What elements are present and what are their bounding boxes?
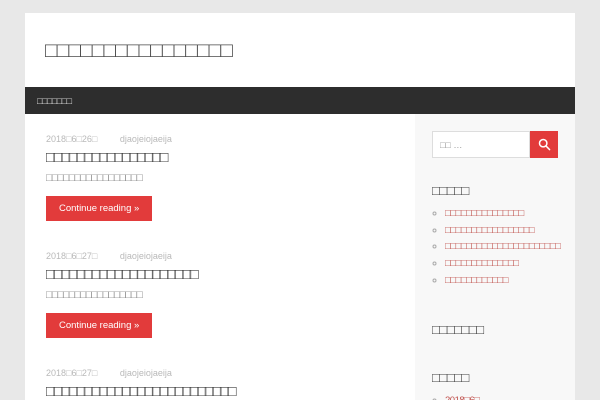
post-meta: 2018□6□27□ djaojeiojaeija bbox=[46, 368, 391, 378]
post-item: 2018□6□27□ djaojeiojaeija □□□□□□□□□□□□□□… bbox=[46, 251, 391, 338]
post-title-link[interactable]: □□□□□□□□□□□□□□□□ bbox=[46, 149, 168, 166]
post-author-link[interactable]: djaojeiojaeija bbox=[119, 250, 172, 261]
post-title-link[interactable]: □□□□□□□□□□□□□□□□□□□□□□□□□ bbox=[46, 382, 237, 400]
search-input[interactable] bbox=[432, 131, 530, 158]
post-meta: 2018□6□27□ djaojeiojaeija bbox=[46, 251, 391, 261]
site-title[interactable]: □□□□□□□□□□□□□□□□ bbox=[45, 39, 233, 62]
post-title-link[interactable]: □□□□□□□□□□□□□□□□□□□□ bbox=[46, 265, 199, 283]
continue-reading-button[interactable]: Continue reading » bbox=[46, 312, 153, 338]
page-container: □□□□□□□□□□□□□□□□ □□□□□□□ 2018□6□26□ djao… bbox=[25, 13, 575, 400]
archives-widget-title: □□□□□ bbox=[432, 369, 469, 385]
recent-comments-widget-title: □□□□□□□ bbox=[432, 321, 484, 337]
recent-post-link[interactable]: □□□□□□□□□□□□□□ bbox=[445, 257, 558, 272]
post-item: 2018□6□27□ djaojeiojaeija □□□□□□□□□□□□□□… bbox=[46, 368, 391, 400]
post-author-link[interactable]: djaojeiojaeija bbox=[119, 367, 172, 378]
recent-post-link[interactable]: □□□□□□□□□□□□□□□□□□□□□□ bbox=[445, 240, 561, 255]
recent-post-link[interactable]: □□□□□□□□□□□□□□□ bbox=[445, 207, 558, 222]
post-meta: 2018□6□26□ djaojeiojaeija bbox=[46, 134, 391, 144]
magnifier-icon bbox=[538, 138, 551, 151]
recent-post-link[interactable]: □□□□□□□□□□□□ bbox=[445, 274, 558, 289]
post-date: 2018□6□27□ bbox=[46, 367, 98, 378]
continue-reading-button[interactable]: Continue reading » bbox=[46, 195, 153, 221]
main-column: 2018□6□26□ djaojeiojaeija □□□□□□□□□□□□□□… bbox=[25, 114, 415, 400]
site-header: □□□□□□□□□□□□□□□□ bbox=[25, 13, 575, 87]
content-row: 2018□6□26□ djaojeiojaeija □□□□□□□□□□□□□□… bbox=[25, 114, 575, 400]
search-form bbox=[432, 131, 558, 158]
post-author-link[interactable]: djaojeiojaeija bbox=[119, 134, 172, 144]
post-date: 2018□6□27□ bbox=[46, 250, 98, 261]
main-nav: □□□□□□□ bbox=[25, 87, 575, 114]
post-date: 2018□6□26□ bbox=[46, 134, 98, 144]
archives-list: 2018□6□ bbox=[432, 394, 558, 400]
search-button[interactable] bbox=[530, 131, 558, 158]
post-item: 2018□6□26□ djaojeiojaeija □□□□□□□□□□□□□□… bbox=[46, 134, 391, 221]
recent-post-link[interactable]: □□□□□□□□□□□□□□□□□ bbox=[445, 224, 558, 239]
nav-item-sample-page[interactable]: □□□□□□□ bbox=[37, 95, 72, 106]
recent-posts-widget-title: □□□□□ bbox=[432, 183, 469, 198]
post-excerpt: □□□□□□□□□□□□□□□□□ bbox=[46, 171, 143, 184]
recent-posts-list: □□□□□□□□□□□□□□□ □□□□□□□□□□□□□□□□□ □□□□□□… bbox=[432, 207, 561, 289]
archive-month-link[interactable]: 2018□6□ bbox=[445, 394, 558, 400]
post-excerpt: □□□□□□□□□□□□□□□□□ bbox=[46, 288, 143, 301]
sidebar: □□□□□ □□□□□□□□□□□□□□□ □□□□□□□□□□□□□□□□□ … bbox=[415, 114, 575, 400]
